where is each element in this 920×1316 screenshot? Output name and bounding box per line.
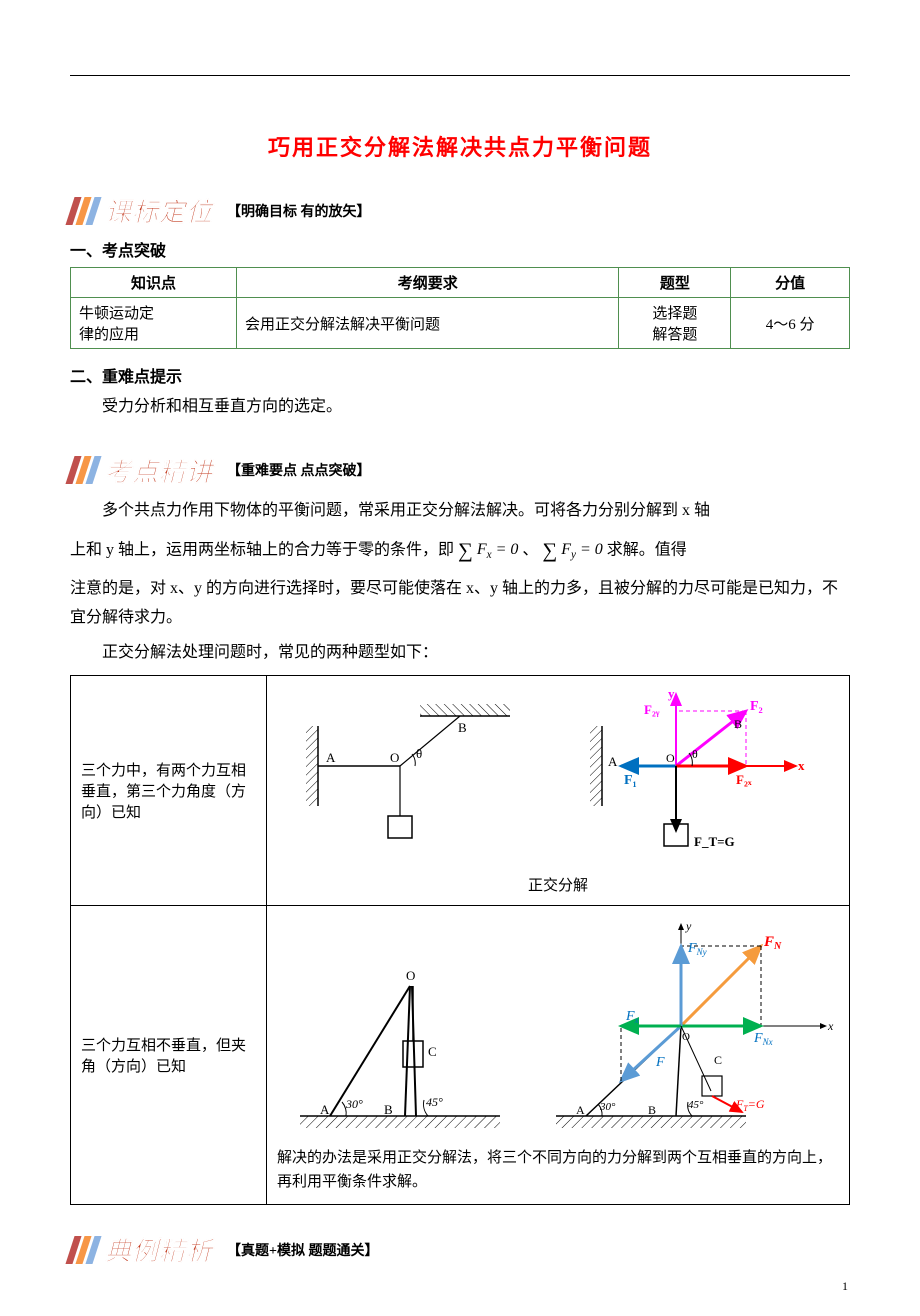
figure-truss-forces: A B 30° 45° O x y: [536, 916, 836, 1146]
banner-sub: 【重难要点 点点突破】: [227, 460, 371, 480]
svg-text:45°: 45°: [426, 1095, 443, 1109]
diag-desc: 三个力互相不垂直，但夹角（方向）已知: [71, 906, 267, 1205]
banner-kaodian: 考点精讲 【重难要点 点点突破】: [70, 452, 850, 489]
svg-text:O: O: [406, 968, 415, 983]
banner-bars-icon: [65, 197, 101, 225]
svg-text:y: y: [668, 686, 675, 701]
svg-text:30°: 30°: [599, 1101, 616, 1113]
banner-kebiao: 课标定位 【明确目标 有的放矢】: [70, 192, 850, 229]
svg-text:B: B: [384, 1102, 393, 1117]
svg-text:C: C: [428, 1044, 437, 1059]
text-frag: 、: [522, 541, 538, 558]
svg-text:F₂ᵧ: F₂ᵧ: [644, 702, 660, 717]
td-req: 会用正交分解法解决平衡问题: [236, 298, 618, 349]
banner-bars-icon: [65, 456, 101, 484]
svg-text:F₁: F₁: [624, 773, 637, 788]
section-heading: 一、考点突破: [70, 237, 850, 261]
th-req: 考纲要求: [236, 268, 618, 298]
svg-text:FNx: FNx: [753, 1031, 773, 1047]
figure-caption: 正交分解: [277, 874, 839, 895]
banner-bars-icon: [65, 1236, 101, 1264]
td-type: 选择题 解答题: [619, 298, 731, 349]
page-number: 1: [842, 1279, 848, 1294]
svg-text:O: O: [666, 751, 675, 765]
requirements-table: 知识点 考纲要求 题型 分值 牛顿运动定 律的应用 会用正交分解法解决平衡问题 …: [70, 267, 850, 349]
svg-text:45°: 45°: [688, 1099, 704, 1111]
text-line: 多个共点力作用下物体的平衡问题，常采用正交分解法解决。可将各力分别分解到 x 轴: [70, 497, 850, 526]
banner-label: 考点精讲: [105, 452, 213, 489]
svg-text:x: x: [827, 1019, 834, 1033]
td-score: 4～6 分: [731, 298, 850, 349]
td-knowledge: 牛顿运动定 律的应用: [71, 298, 237, 349]
th-type: 题型: [619, 268, 731, 298]
banner-label: 典例精析: [105, 1231, 213, 1268]
svg-text:F_T=G: F_T=G: [694, 834, 735, 849]
svg-text:B: B: [458, 720, 467, 735]
text-line: 正交分解法处理问题时，常见的两种题型如下：: [70, 639, 850, 668]
svg-text:30°: 30°: [345, 1097, 363, 1111]
text-line: 受力分析和相互垂直方向的选定。: [70, 393, 850, 422]
td-text: 牛顿运动定: [79, 306, 154, 322]
svg-text:A: A: [576, 1103, 585, 1117]
diag-cell: A B O 30° 45° C: [267, 906, 850, 1205]
svg-text:F₂: F₂: [750, 699, 763, 714]
banner-label: 课标定位: [105, 192, 213, 229]
banner-dianli: 典例精析 【真题+模拟 题题通关】: [70, 1231, 850, 1268]
svg-text:C: C: [714, 1053, 722, 1067]
svg-text:FN: FN: [763, 934, 782, 952]
th-knowledge: 知识点: [71, 268, 237, 298]
svg-text:A: A: [320, 1102, 330, 1117]
svg-text:B: B: [648, 1103, 656, 1117]
svg-text:F: F: [655, 1055, 665, 1070]
diag-cell: A B O θ: [267, 676, 850, 906]
text-frag: 上和 y 轴上，运用两坐标轴上的合力等于零的条件，即: [70, 541, 454, 558]
td-text: 律的应用: [79, 327, 139, 343]
banner-sub: 【真题+模拟 题题通关】: [227, 1240, 378, 1260]
section-heading: 二、重难点提示: [70, 363, 850, 387]
svg-text:F₂ₓ: F₂ₓ: [736, 772, 752, 787]
td-text: 解答题: [652, 327, 697, 343]
svg-text:θ: θ: [416, 746, 422, 761]
text-line: 注意的是，对 x、y 的方向进行选择时，要尽可能使落在 x、y 轴上的力多，且被…: [70, 575, 850, 633]
text-line: 上和 y 轴上，运用两坐标轴上的合力等于零的条件，即 ∑ Fx = 0 、 ∑ …: [70, 532, 850, 569]
svg-text:A: A: [608, 754, 618, 769]
svg-text:Fx: Fx: [625, 1009, 639, 1025]
svg-text:A: A: [326, 750, 336, 765]
equation: ∑ Fy = 0: [542, 541, 602, 558]
banner-sub: 【明确目标 有的放矢】: [227, 201, 371, 221]
figure-truss: A B O 30° 45° C: [280, 946, 520, 1146]
svg-text:B: B: [734, 717, 742, 731]
figure-force-xy: A x y F₁ F₂: [586, 686, 816, 866]
figure-footnote: 解决的办法是采用正交分解法，将三个不同方向的力分解到两个互相垂直的方向上，再利用…: [277, 1146, 839, 1194]
svg-text:O: O: [390, 750, 399, 765]
td-text: 选择题: [652, 306, 697, 322]
figure-pulley: A B O θ: [300, 696, 520, 856]
svg-text:x: x: [798, 758, 805, 773]
svg-text:FT=G: FT=G: [735, 1097, 765, 1113]
diag-desc: 三个力中，有两个力互相垂直，第三个力角度（方向）已知: [71, 676, 267, 906]
svg-text:y: y: [685, 919, 692, 933]
svg-text:θ: θ: [692, 747, 698, 761]
text-frag: 求解。值得: [607, 541, 687, 558]
th-score: 分值: [731, 268, 850, 298]
svg-text:FNy: FNy: [687, 941, 707, 957]
equation: ∑ Fx = 0: [458, 541, 518, 558]
page-title: 巧用正交分解法解决共点力平衡问题: [70, 130, 850, 162]
diagram-table: 三个力中，有两个力互相垂直，第三个力角度（方向）已知: [70, 675, 850, 1205]
